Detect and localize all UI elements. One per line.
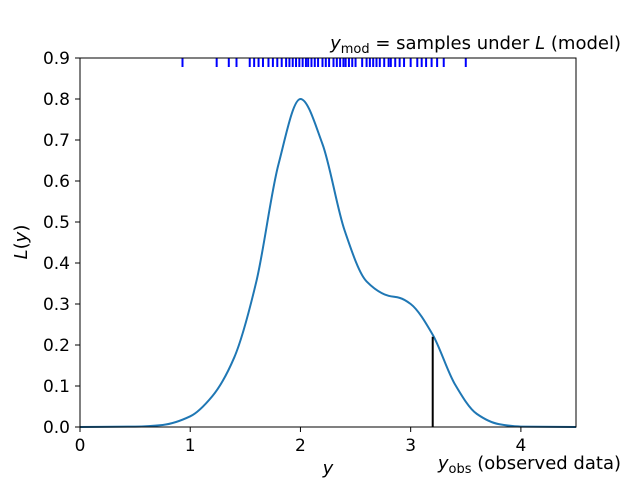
y-tick-label: 0.4 bbox=[43, 254, 70, 274]
x-tick-label: 1 bbox=[185, 436, 196, 456]
x-axis-ticks: 0 1 2 3 4 bbox=[75, 427, 526, 456]
y-axis-ticks: 0.0 0.1 0.2 0.3 0.4 0.5 0.6 0.7 0.8 0.9 bbox=[43, 49, 80, 438]
bottom-annotation: yobs (observed data) bbox=[437, 453, 621, 477]
x-axis-label: y bbox=[322, 458, 334, 479]
rug-marks bbox=[181, 58, 467, 67]
y-tick-label: 0.3 bbox=[43, 295, 70, 315]
y-tick-label: 0.9 bbox=[43, 49, 70, 69]
x-tick-label: 3 bbox=[405, 436, 416, 456]
y-tick-label: 0.8 bbox=[43, 90, 70, 110]
top-annotation: ymod = samples under L (model) bbox=[329, 33, 621, 57]
y-tick-label: 0.5 bbox=[43, 213, 70, 233]
likelihood-curve bbox=[79, 97, 577, 428]
plot-area bbox=[80, 58, 576, 427]
y-tick-label: 0.0 bbox=[43, 418, 70, 438]
curve-layer bbox=[79, 97, 577, 428]
axes-frame bbox=[79, 57, 577, 428]
y-tick-label: 0.7 bbox=[43, 131, 70, 151]
y-tick-label: 0.1 bbox=[43, 377, 70, 397]
y-tick-label: 0.6 bbox=[43, 172, 70, 192]
y-axis-label: L(y) bbox=[11, 225, 32, 260]
x-tick-label: 2 bbox=[295, 436, 306, 456]
y-tick-label: 0.2 bbox=[43, 336, 70, 356]
x-tick-label: 0 bbox=[75, 436, 86, 456]
x-tick-label: 4 bbox=[515, 436, 526, 456]
